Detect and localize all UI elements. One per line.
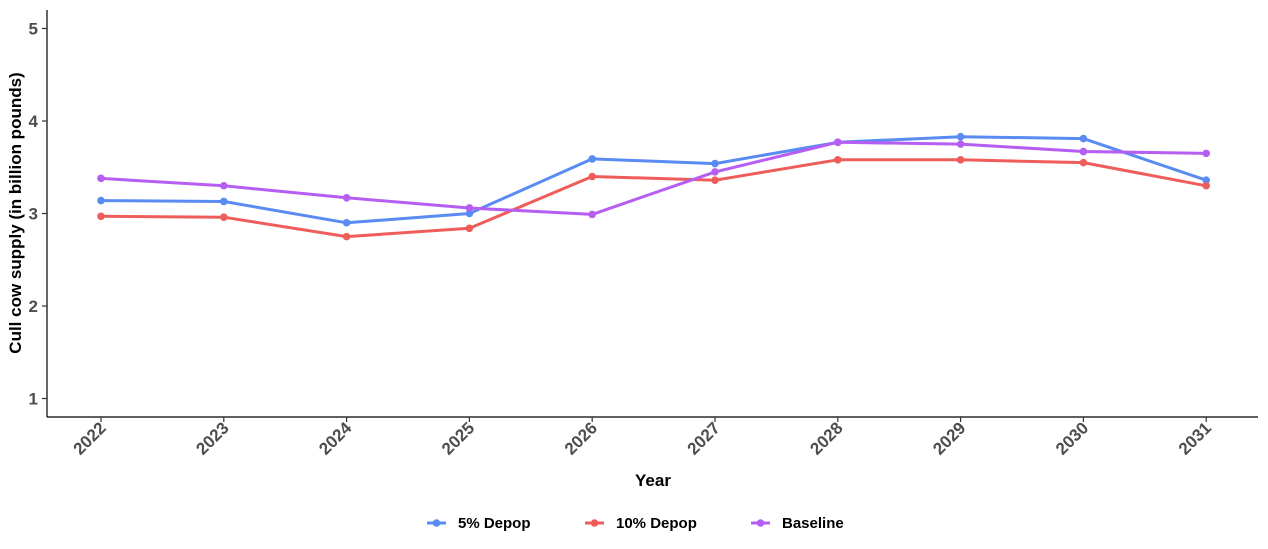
data-point <box>97 174 105 183</box>
data-point <box>220 181 228 190</box>
x-tick-label: 2026 <box>561 418 601 458</box>
y-tick-label: 3 <box>29 205 38 224</box>
x-tick-label: 2022 <box>70 418 110 458</box>
data-point <box>956 156 965 164</box>
legend-label: 10% Depop <box>616 515 697 532</box>
legend-item: Baseline <box>751 515 844 532</box>
data-point <box>1079 147 1088 156</box>
data-point <box>956 132 965 141</box>
series-line-baseline <box>99 140 1208 216</box>
x-tick-label: 2029 <box>929 418 969 458</box>
data-point <box>342 193 351 202</box>
legend-swatch-point <box>590 519 599 527</box>
x-tick-label: 2031 <box>1175 418 1215 458</box>
legend-item: 5% Depop <box>427 515 531 532</box>
data-point <box>1079 158 1088 167</box>
data-point <box>97 196 105 205</box>
y-tick-label: 5 <box>29 20 38 39</box>
legend-swatch-point <box>756 519 765 527</box>
data-point <box>834 138 842 147</box>
data-point <box>97 212 105 221</box>
data-point <box>220 213 228 221</box>
x-axis-title: Year <box>635 471 671 490</box>
x-tick-label: 2027 <box>684 418 724 458</box>
data-point <box>588 155 596 163</box>
data-point <box>342 218 351 227</box>
legend-label: 5% Depop <box>458 515 531 532</box>
x-tick-label: 2023 <box>192 418 232 458</box>
legend-swatch-point <box>432 519 441 527</box>
data-point <box>1079 134 1088 143</box>
data-point <box>342 232 351 241</box>
data-point <box>711 168 719 176</box>
data-point <box>465 224 474 233</box>
data-point <box>711 159 719 168</box>
x-tick-label: 2028 <box>806 418 846 458</box>
data-point <box>465 204 474 212</box>
data-point <box>588 172 596 181</box>
x-tick-label: 2025 <box>438 418 478 458</box>
data-point <box>1202 149 1210 158</box>
plot-area <box>97 132 1210 241</box>
data-point <box>588 210 596 219</box>
legend-item: 10% Depop <box>585 515 697 532</box>
x-tick-label: 2030 <box>1052 418 1092 458</box>
data-point <box>956 140 965 148</box>
legend: 5% Depop 10% Depop Baseline <box>427 515 844 532</box>
y-tick-label: 1 <box>29 390 38 409</box>
data-point <box>465 209 474 218</box>
data-point <box>220 197 228 206</box>
series-line-5-depop <box>99 135 1208 225</box>
data-point <box>834 156 842 164</box>
legend-label: Baseline <box>782 515 844 532</box>
y-tick-label: 2 <box>29 297 38 316</box>
series-line-10-depop <box>99 158 1208 239</box>
x-tick-label: 2024 <box>315 418 356 459</box>
y-axis-title: Cull cow supply (in billion pounds) <box>6 72 25 353</box>
y-tick-label: 4 <box>29 112 39 131</box>
axes: 1 2 3 4 5 2022 2023 2024 2025 2026 2027 2028 2029 203… <box>29 10 1258 459</box>
data-point <box>711 176 719 184</box>
data-point <box>1202 176 1210 184</box>
data-point <box>1202 181 1210 190</box>
